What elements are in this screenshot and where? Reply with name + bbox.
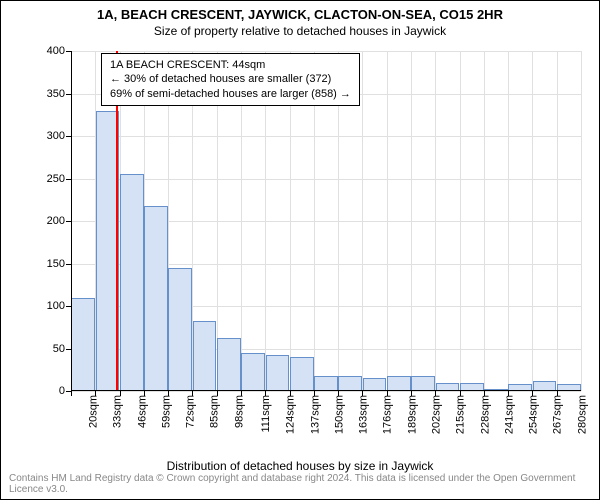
histogram-bar <box>217 338 241 391</box>
xtick-label: 202sqm <box>431 395 443 434</box>
xtick-mark <box>508 391 509 396</box>
xtick-mark <box>95 391 96 396</box>
xtick-mark <box>387 391 388 396</box>
xtick-mark <box>435 391 436 396</box>
xtick-label: 254sqm <box>528 395 540 434</box>
xtick-label: 267sqm <box>552 395 564 434</box>
xtick-mark <box>241 391 242 396</box>
histogram-bar <box>168 268 192 391</box>
xtick-mark <box>484 391 485 396</box>
xtick-mark <box>120 391 121 396</box>
xtick-mark <box>411 391 412 396</box>
gridline-v <box>484 51 485 391</box>
histogram-bar <box>387 376 411 391</box>
xtick-mark <box>265 391 266 396</box>
gridline-v <box>581 51 582 391</box>
x-axis-label: Distribution of detached houses by size … <box>1 459 599 473</box>
xtick-label: 85sqm <box>209 395 221 428</box>
ytick-label: 50 <box>53 343 65 355</box>
xtick-mark <box>168 391 169 396</box>
xtick-label: 111sqm <box>260 395 272 433</box>
ytick-label: 200 <box>47 215 65 227</box>
xtick-label: 176sqm <box>382 395 394 434</box>
xtick-label: 189sqm <box>406 395 418 434</box>
histogram-bar <box>314 376 338 391</box>
xtick-mark <box>290 391 291 396</box>
xtick-label: 163sqm <box>358 395 370 434</box>
xtick-label: 46sqm <box>136 395 148 428</box>
xtick-label: 98sqm <box>233 395 245 428</box>
gridline-v <box>387 51 388 391</box>
histogram-bar <box>120 174 144 391</box>
xtick-mark <box>460 391 461 396</box>
gridline-h <box>71 51 581 52</box>
xtick-label: 124sqm <box>285 395 297 434</box>
footer-text: Contains HM Land Registry data © Crown c… <box>9 473 599 495</box>
y-axis-line <box>71 51 72 391</box>
histogram-bar <box>411 376 435 391</box>
histogram-bar <box>144 206 168 391</box>
xtick-mark <box>71 391 72 396</box>
gridline-v <box>435 51 436 391</box>
histogram-bar <box>290 357 314 391</box>
xtick-label: 150sqm <box>333 395 345 434</box>
chart-subtitle: Size of property relative to detached ho… <box>1 24 599 38</box>
xtick-mark <box>338 391 339 396</box>
histogram-bar <box>241 353 265 391</box>
xtick-label: 241sqm <box>503 395 515 434</box>
annotation-line: 1A BEACH CRESCENT: 44sqm <box>110 58 351 72</box>
xtick-mark <box>314 391 315 396</box>
gridline-h <box>71 136 581 137</box>
xtick-label: 137sqm <box>309 395 321 434</box>
xtick-label: 215sqm <box>455 395 467 434</box>
xtick-label: 280sqm <box>576 395 588 434</box>
ytick-label: 100 <box>47 300 65 312</box>
annotation-line: ← 30% of detached houses are smaller (37… <box>110 72 351 86</box>
chart-title: 1A, BEACH CRESCENT, JAYWICK, CLACTON-ON-… <box>1 7 599 22</box>
gridline-v <box>532 51 533 391</box>
xtick-label: 20sqm <box>88 395 100 428</box>
gridline-v <box>508 51 509 391</box>
xtick-label: 59sqm <box>160 395 172 428</box>
annotation-box: 1A BEACH CRESCENT: 44sqm ← 30% of detach… <box>101 53 360 106</box>
gridline-h <box>71 179 581 180</box>
gridline-h <box>71 391 581 392</box>
gridline-v <box>362 51 363 391</box>
ytick-label: 150 <box>47 258 65 270</box>
xtick-mark <box>144 391 145 396</box>
ytick-label: 350 <box>47 88 65 100</box>
histogram-bar <box>266 355 290 391</box>
xtick-label: 33sqm <box>112 395 124 428</box>
ytick-label: 0 <box>59 385 65 397</box>
histogram-bar <box>71 298 95 392</box>
xtick-mark <box>532 391 533 396</box>
gridline-v <box>460 51 461 391</box>
ytick-label: 300 <box>47 130 65 142</box>
x-axis-line <box>71 390 581 391</box>
histogram-bar <box>193 321 217 391</box>
xtick-mark <box>362 391 363 396</box>
xtick-mark <box>192 391 193 396</box>
xtick-label: 228sqm <box>479 395 491 434</box>
xtick-mark <box>217 391 218 396</box>
gridline-v <box>557 51 558 391</box>
annotation-line: 69% of semi-detached houses are larger (… <box>110 87 351 101</box>
histogram-bar <box>338 376 362 391</box>
ytick-label: 400 <box>47 45 65 57</box>
xtick-label: 72sqm <box>185 395 197 428</box>
chart-container: 1A, BEACH CRESCENT, JAYWICK, CLACTON-ON-… <box>0 0 600 500</box>
ytick-label: 250 <box>47 173 65 185</box>
gridline-v <box>411 51 412 391</box>
xtick-mark <box>557 391 558 396</box>
